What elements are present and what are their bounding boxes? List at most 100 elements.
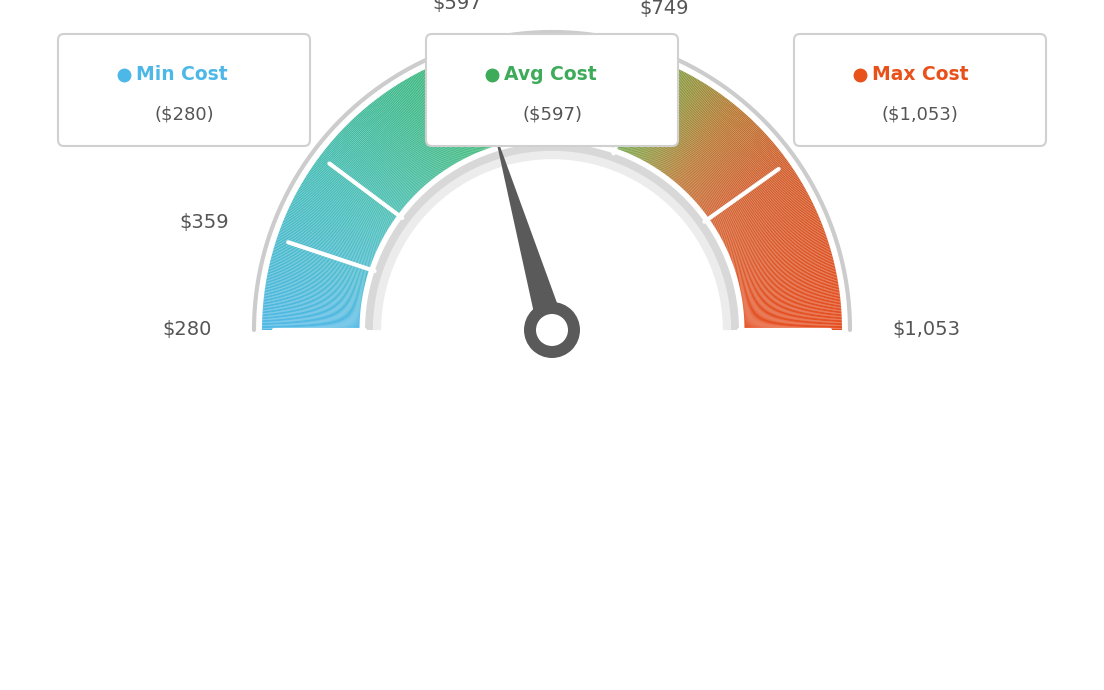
Wedge shape [288,208,393,257]
Wedge shape [650,90,716,186]
Wedge shape [390,88,455,185]
Wedge shape [649,89,715,185]
Wedge shape [712,212,818,259]
Wedge shape [266,282,380,302]
Wedge shape [662,106,736,195]
Wedge shape [263,312,378,320]
Wedge shape [306,175,404,237]
Wedge shape [657,97,726,190]
Wedge shape [687,144,775,219]
Wedge shape [725,289,839,306]
Wedge shape [573,42,588,157]
Wedge shape [714,220,821,265]
Wedge shape [264,292,379,308]
Wedge shape [464,53,500,164]
Wedge shape [265,289,379,306]
Wedge shape [517,42,532,156]
Wedge shape [414,75,469,176]
Wedge shape [272,255,383,286]
Wedge shape [393,87,457,184]
Wedge shape [608,55,646,164]
Wedge shape [319,156,412,226]
Wedge shape [664,106,737,196]
Wedge shape [715,228,824,269]
Wedge shape [699,172,796,235]
Wedge shape [268,271,381,295]
Wedge shape [305,177,403,239]
Wedge shape [552,40,553,155]
Wedge shape [646,85,709,183]
Text: Avg Cost: Avg Cost [505,66,596,84]
Wedge shape [329,144,417,219]
Wedge shape [716,230,825,270]
Wedge shape [263,306,378,316]
Wedge shape [711,208,816,257]
Wedge shape [410,77,467,177]
Wedge shape [660,103,733,193]
Wedge shape [423,70,475,173]
Wedge shape [630,71,683,174]
Wedge shape [721,252,831,284]
Wedge shape [283,220,390,265]
Wedge shape [669,115,747,201]
Wedge shape [355,115,434,201]
Wedge shape [262,319,378,324]
Wedge shape [622,64,669,170]
Wedge shape [275,245,384,279]
Polygon shape [493,128,565,334]
Wedge shape [539,40,544,155]
Wedge shape [297,190,399,246]
Wedge shape [597,50,628,161]
Wedge shape [709,202,813,254]
Wedge shape [426,68,477,172]
Wedge shape [686,143,775,218]
FancyBboxPatch shape [426,34,678,146]
Wedge shape [705,190,807,246]
Wedge shape [569,41,581,156]
Wedge shape [524,41,537,156]
Wedge shape [620,63,667,169]
Wedge shape [314,164,408,231]
Wedge shape [407,78,465,179]
Wedge shape [672,119,753,204]
Wedge shape [553,40,555,155]
Wedge shape [709,201,813,253]
Wedge shape [298,189,399,246]
Wedge shape [375,99,446,191]
Wedge shape [608,56,647,165]
Wedge shape [322,152,414,224]
Wedge shape [698,168,794,233]
Wedge shape [588,46,614,159]
Wedge shape [272,257,383,286]
Wedge shape [629,70,681,173]
Wedge shape [503,43,523,157]
Wedge shape [269,264,382,291]
Wedge shape [397,83,459,181]
Wedge shape [558,40,563,155]
Text: $438: $438 [255,117,305,136]
Wedge shape [700,175,798,237]
Wedge shape [565,41,576,156]
Wedge shape [710,205,815,255]
Wedge shape [715,225,822,267]
Wedge shape [661,104,734,194]
Wedge shape [508,43,527,157]
Wedge shape [617,61,661,168]
Wedge shape [619,63,666,169]
Wedge shape [720,245,829,279]
Wedge shape [274,248,384,282]
Wedge shape [284,219,391,264]
Wedge shape [594,48,623,160]
Text: $280: $280 [162,320,212,339]
Wedge shape [360,112,437,199]
Wedge shape [392,88,456,184]
Wedge shape [565,41,575,155]
Wedge shape [498,45,520,158]
Wedge shape [609,56,649,165]
Wedge shape [266,277,380,299]
Wedge shape [728,328,842,330]
Wedge shape [713,216,819,262]
Wedge shape [714,224,822,266]
Wedge shape [719,241,829,277]
Wedge shape [382,95,450,188]
